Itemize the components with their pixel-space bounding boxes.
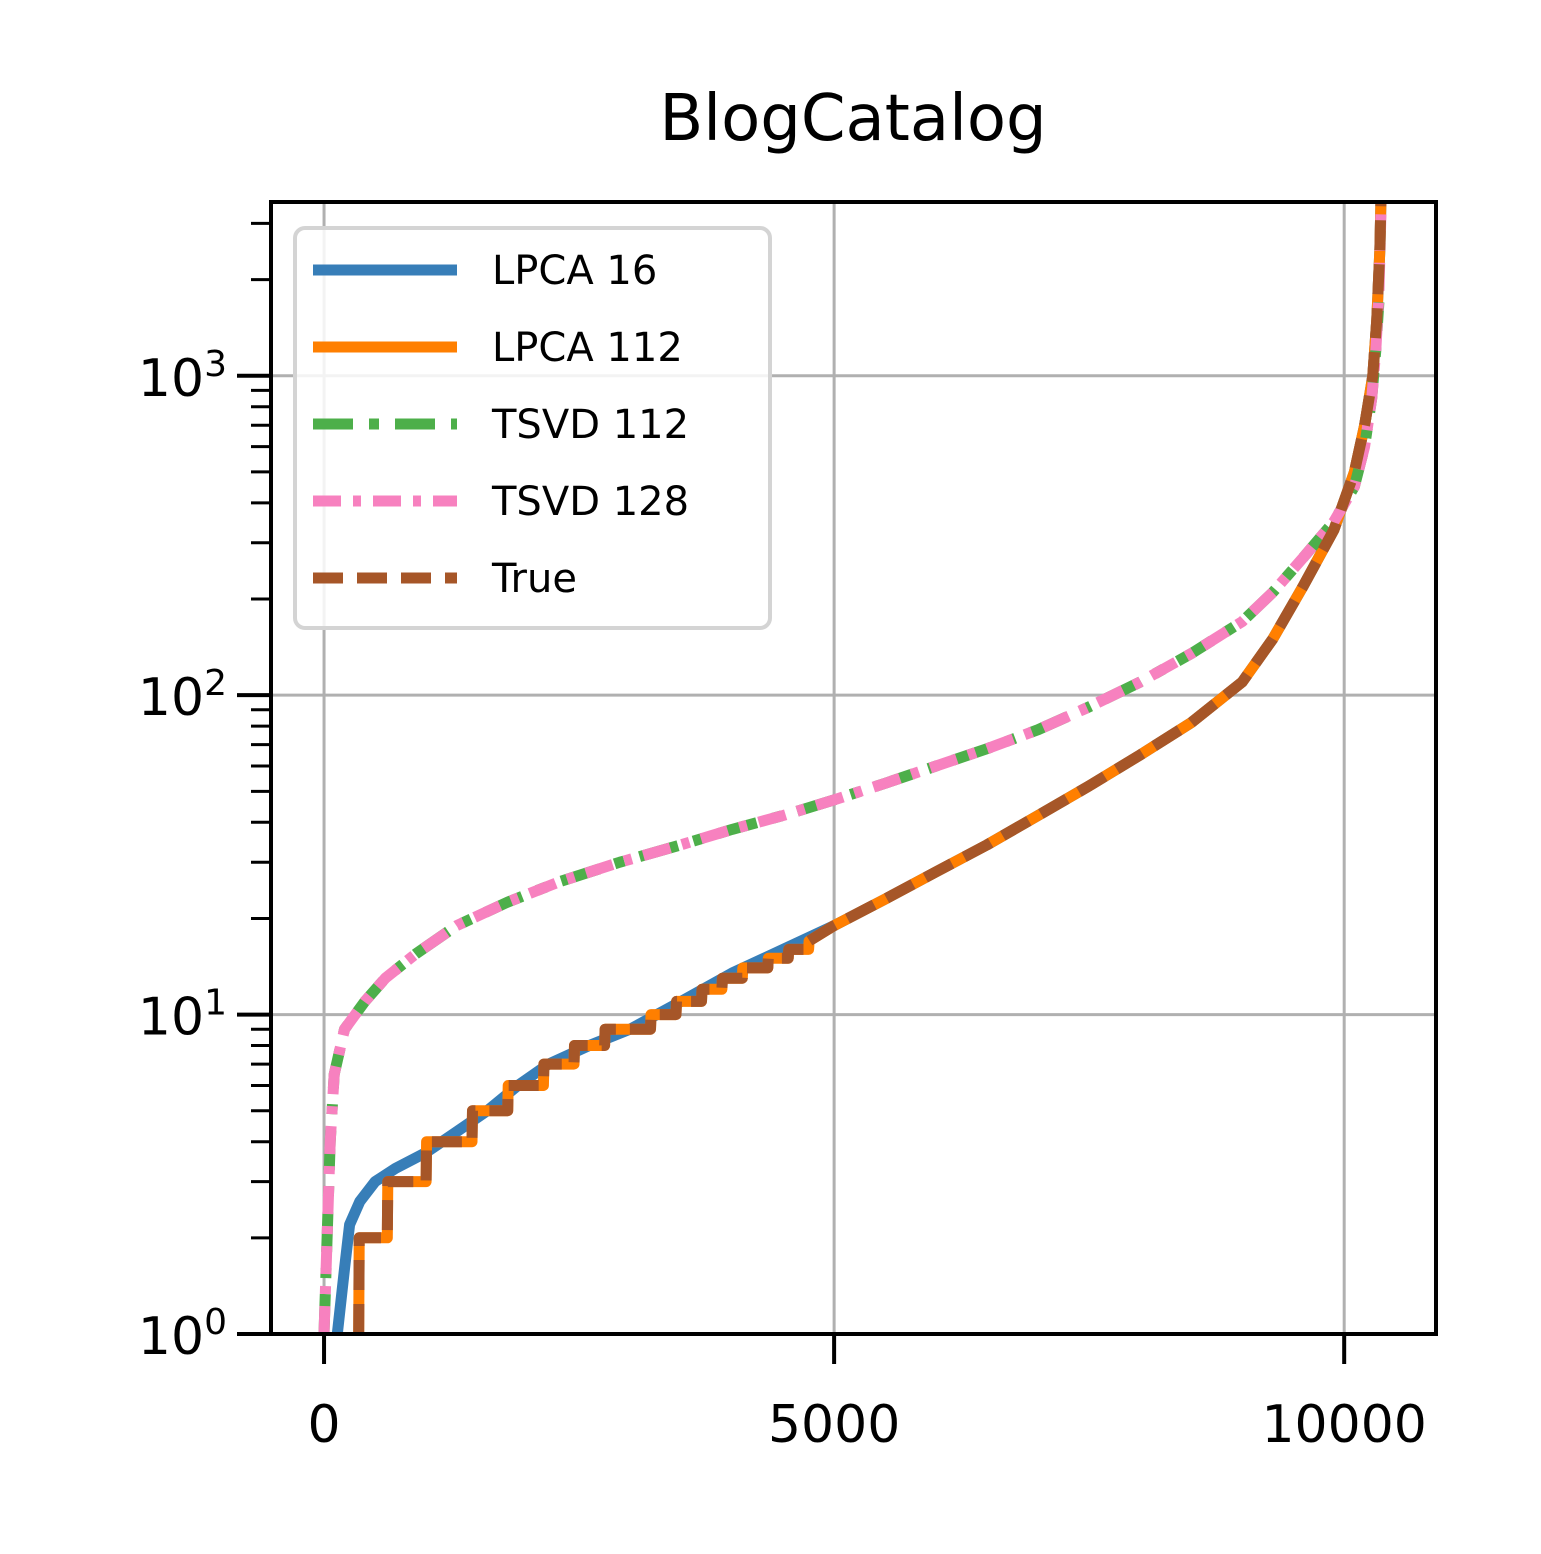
legend: LPCA 16 LPCA 112 TSVD 112 TSVD 128 True xyxy=(293,226,772,630)
legend-label: TSVD 128 xyxy=(491,479,689,525)
axis-ticks: 0 5000 10000 100 101 102 103 xyxy=(138,221,1427,1455)
legend-box xyxy=(293,226,772,630)
legend-label: LPCA 16 xyxy=(492,248,657,294)
x-tick-label: 0 xyxy=(308,1395,341,1455)
chart-title: BlogCatalog xyxy=(659,82,1046,156)
series-line-tsvd-128 xyxy=(318,214,1387,1334)
legend-label: LPCA 112 xyxy=(492,325,683,371)
y-tick-label: 102 xyxy=(138,663,227,729)
y-tick-label: 101 xyxy=(138,982,227,1048)
legend-label: TSVD 112 xyxy=(491,402,689,448)
series-lines xyxy=(318,202,1387,1334)
x-tick-label: 10000 xyxy=(1261,1395,1426,1455)
y-tick-label: 103 xyxy=(138,343,227,409)
x-tick-label: 5000 xyxy=(768,1395,900,1455)
plot-frame xyxy=(269,200,1438,1336)
series-line-true xyxy=(353,202,1387,1334)
y-tick-label: 100 xyxy=(138,1302,227,1368)
legend-label: True xyxy=(491,556,577,602)
